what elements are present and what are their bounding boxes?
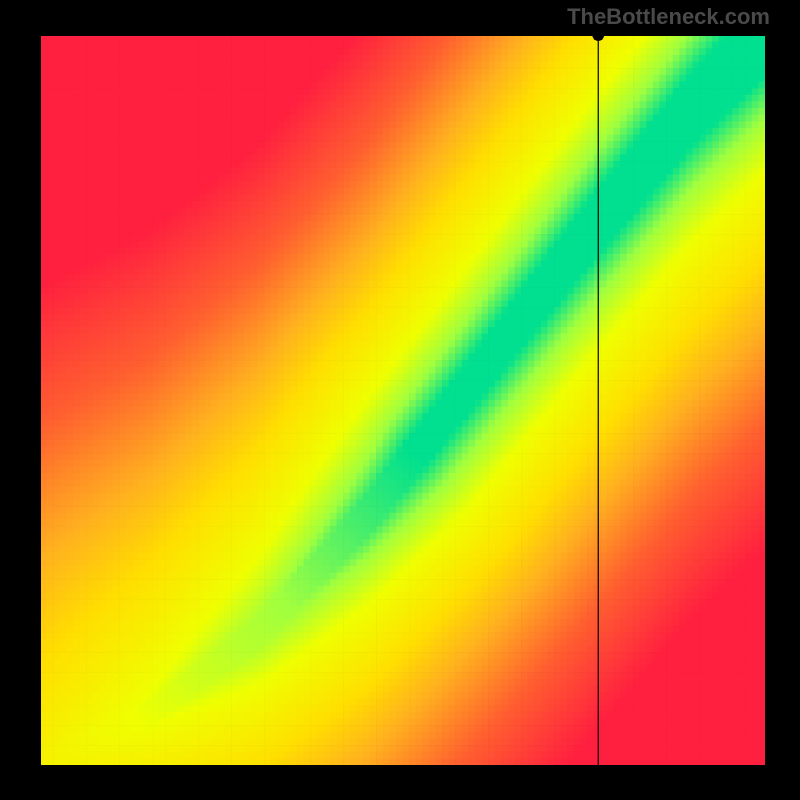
watermark-text: TheBottleneck.com <box>567 4 770 30</box>
bottleneck-heatmap <box>0 0 800 800</box>
chart-container: TheBottleneck.com <box>0 0 800 800</box>
